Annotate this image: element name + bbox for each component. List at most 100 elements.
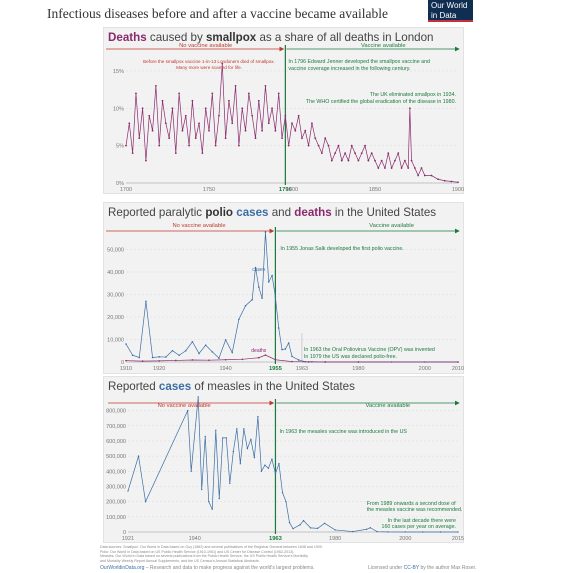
deaths-series-label: deaths xyxy=(251,348,267,354)
vaccine-label: Vaccine available xyxy=(361,43,406,49)
polio-panel: Reported paralytic polio cases and death… xyxy=(103,202,464,374)
x-tick-label: 1910 xyxy=(120,366,132,372)
data-point xyxy=(215,429,217,432)
title-text-1: caused by xyxy=(146,31,206,44)
data-point xyxy=(184,349,187,352)
y-tick-label: 500,000 xyxy=(106,454,126,460)
x-tick-label: 1920 xyxy=(153,366,165,372)
data-point xyxy=(218,357,220,359)
page-title: Infectious diseases before and after a v… xyxy=(46,6,389,21)
data-point xyxy=(138,137,141,140)
data-point xyxy=(141,107,144,110)
data-point xyxy=(148,114,151,117)
annotation-jenner: vaccine coverage increased in the follow… xyxy=(288,66,410,72)
data-point xyxy=(171,107,174,110)
title-text-2: of measles in the United States xyxy=(191,380,355,393)
data-point xyxy=(264,84,267,87)
x-tick-label: 2010 xyxy=(452,366,464,372)
logo-line-1: Our World xyxy=(431,1,468,10)
data-point xyxy=(334,529,336,531)
smallpox-panel: Deaths caused by smallpox as a share of … xyxy=(103,27,464,194)
data-point xyxy=(291,355,293,358)
data-point xyxy=(188,144,190,147)
data-point xyxy=(243,428,245,430)
data-point xyxy=(191,359,194,361)
data-point xyxy=(417,174,420,177)
data-point xyxy=(258,286,260,288)
annotation-1963: In 1963 the measles vaccine was introduc… xyxy=(279,429,407,435)
x-tick-label: 1940 xyxy=(219,366,231,372)
data-point xyxy=(257,415,259,418)
data-point xyxy=(292,527,294,530)
annotation-elimination: The UK eliminated smallpox in 1934. xyxy=(370,92,456,98)
data-point xyxy=(190,470,192,472)
data-point xyxy=(413,167,416,169)
data-point xyxy=(229,482,231,485)
data-point xyxy=(350,144,353,147)
data-point xyxy=(267,281,270,283)
data-point xyxy=(457,531,459,533)
x-tick-label: 1800 xyxy=(286,187,298,193)
data-point xyxy=(408,107,411,110)
title-text-1: Reported xyxy=(108,380,159,393)
data-point xyxy=(274,472,277,475)
title-word-cases: cases xyxy=(158,380,192,393)
footer-tagline: – Research and data to make progress aga… xyxy=(144,565,315,571)
annotation-opv: In 1963 the Oral Poliovirus Vaccine (OPV… xyxy=(304,347,435,353)
data-point xyxy=(239,463,242,465)
data-point xyxy=(311,122,313,125)
x-tick-label: 1850 xyxy=(369,187,381,193)
smallpox-title: Deaths caused by smallpox as a share of … xyxy=(108,31,434,44)
x-tick-label: 1940 xyxy=(189,536,201,542)
data-point xyxy=(439,531,442,533)
data-point xyxy=(225,437,227,439)
data-point xyxy=(257,99,260,102)
data-point xyxy=(301,137,303,140)
y-tick-label: 200,000 xyxy=(106,500,126,506)
y-tick-label: 20,000 xyxy=(107,315,124,321)
data-point xyxy=(327,144,330,147)
data-point xyxy=(165,356,167,358)
data-point xyxy=(254,266,257,269)
data-point xyxy=(211,351,214,353)
data-point xyxy=(178,354,180,357)
cc-by-link[interactable]: CC-BY xyxy=(403,565,420,571)
data-point xyxy=(260,470,263,472)
data-point xyxy=(309,527,312,529)
data-point xyxy=(158,144,161,147)
data-point xyxy=(437,178,439,181)
data-point xyxy=(232,450,235,453)
measles-title: Reported cases of measles in the United … xyxy=(108,380,355,393)
annotation-second-dose: From 1989 onwards a second dose of xyxy=(367,501,456,507)
data-point xyxy=(251,114,254,117)
series-line-cases xyxy=(127,396,459,533)
data-point xyxy=(366,528,368,530)
annotation-before: Before the smallpox vaccine 1-in-13 Lond… xyxy=(143,59,275,64)
data-point xyxy=(145,159,147,162)
data-point xyxy=(390,167,393,169)
data-point xyxy=(302,519,305,522)
data-point xyxy=(204,344,207,346)
data-point xyxy=(247,92,250,95)
y-tick-label: 40,000 xyxy=(107,270,124,276)
owid-logo: Our World in Data xyxy=(428,0,473,22)
data-point xyxy=(287,342,290,344)
data-point xyxy=(201,488,203,491)
data-point xyxy=(191,99,194,102)
owid-link[interactable]: OurWorldinData.org xyxy=(100,565,145,571)
data-point xyxy=(198,122,200,125)
annotation-last-decade: In the last decade there were xyxy=(388,518,456,524)
data-point xyxy=(138,356,141,359)
data-point xyxy=(241,107,244,110)
data-point xyxy=(175,359,177,362)
data-point xyxy=(277,327,280,329)
data-point xyxy=(271,458,273,460)
data-point xyxy=(387,152,390,155)
data-point xyxy=(131,354,134,357)
title-word-cases: cases xyxy=(236,206,269,219)
data-point xyxy=(291,122,293,125)
data-point xyxy=(307,361,310,363)
data-point xyxy=(137,455,140,457)
data-point xyxy=(330,159,333,162)
title-text-1: Reported paralytic xyxy=(108,206,206,219)
